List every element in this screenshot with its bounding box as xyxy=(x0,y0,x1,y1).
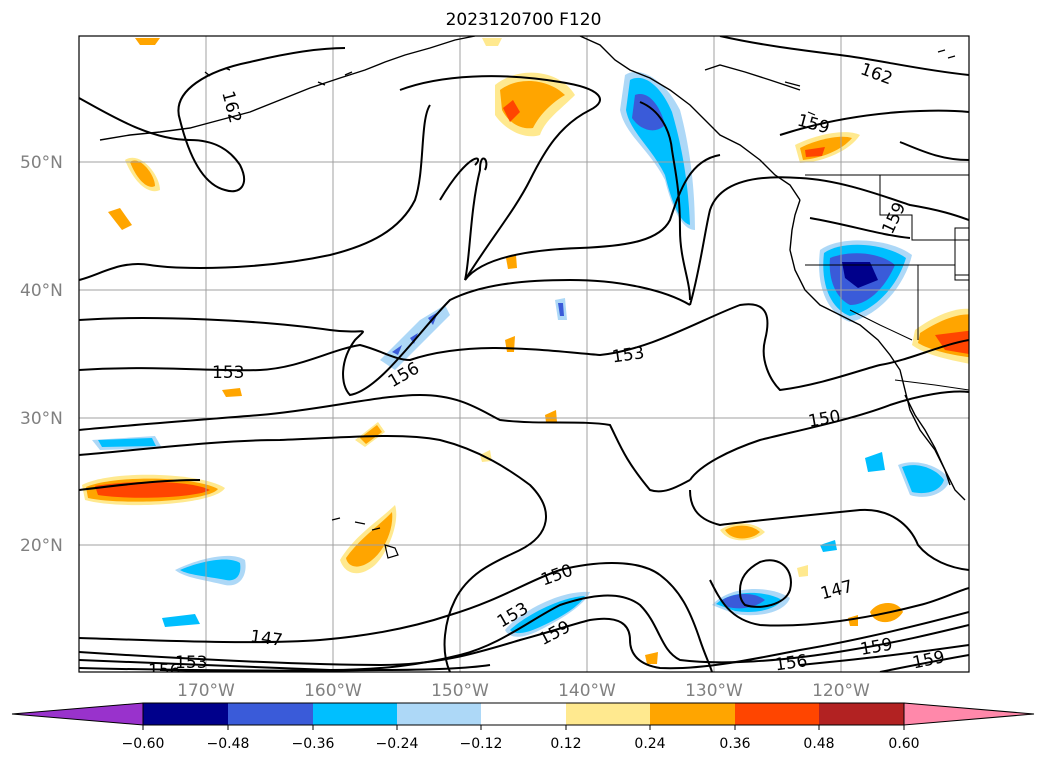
lon-label-140w: 140°W xyxy=(558,681,616,701)
colorbar-segment xyxy=(143,703,228,725)
graticule xyxy=(79,36,969,672)
lat-label-20n: 20°N xyxy=(20,536,63,556)
height-contours xyxy=(79,36,969,672)
colorbar-segment xyxy=(228,703,313,725)
colorbar-tick: 0.12 xyxy=(550,736,581,752)
colorbar-tick: 0.48 xyxy=(803,736,834,752)
colorbar-tick: −0.60 xyxy=(122,736,165,752)
coastlines xyxy=(99,36,969,559)
colorbar-segment xyxy=(397,703,481,725)
colorbar-segment xyxy=(313,703,397,725)
contour-label: 147 xyxy=(249,627,284,651)
contour-label: 156 xyxy=(774,651,809,675)
contour-label: 156 xyxy=(148,661,180,681)
colorbar-segment xyxy=(566,703,650,725)
lon-label-120w: 120°W xyxy=(812,681,870,701)
lon-label-170w: 170°W xyxy=(177,681,235,701)
colorbar-segment xyxy=(819,703,904,725)
map-frame xyxy=(78,35,970,673)
lon-label-130w: 130°W xyxy=(685,681,743,701)
lon-labels: 170°W 160°W 150°W 140°W 130°W 120°W xyxy=(177,681,870,701)
lat-label-50n: 50°N xyxy=(20,153,63,173)
map-title: 2023120700 F120 xyxy=(445,10,602,30)
colorbar-low-extend xyxy=(11,702,144,726)
colorbar-tick: −0.24 xyxy=(376,736,419,752)
colorbar-segment xyxy=(481,703,566,725)
colorbar: −0.60 −0.48 −0.36 −0.24 −0.12 0.12 0.24 … xyxy=(11,702,1035,752)
lat-label-30n: 30°N xyxy=(20,409,63,429)
colorbar-segment xyxy=(735,703,819,725)
colorbar-segment xyxy=(650,703,735,725)
colorbar-tick: −0.36 xyxy=(292,736,335,752)
lat-labels: 50°N 40°N 30°N 20°N xyxy=(20,153,63,556)
colorbar-tick: 0.36 xyxy=(719,736,750,752)
lon-label-150w: 150°W xyxy=(431,681,489,701)
colorbar-tick: 0.24 xyxy=(634,736,665,752)
lon-label-160w: 160°W xyxy=(304,681,362,701)
colorbar-tick: −0.48 xyxy=(207,736,250,752)
colorbar-high-extend xyxy=(903,702,1035,726)
lat-label-40n: 40°N xyxy=(20,281,63,301)
contour-label: 153 xyxy=(611,343,646,367)
colorbar-tick: −0.12 xyxy=(460,736,503,752)
contour-label: 153 xyxy=(175,653,207,673)
colorbar-tick: 0.60 xyxy=(888,736,919,752)
contour-label: 153 xyxy=(212,363,244,383)
